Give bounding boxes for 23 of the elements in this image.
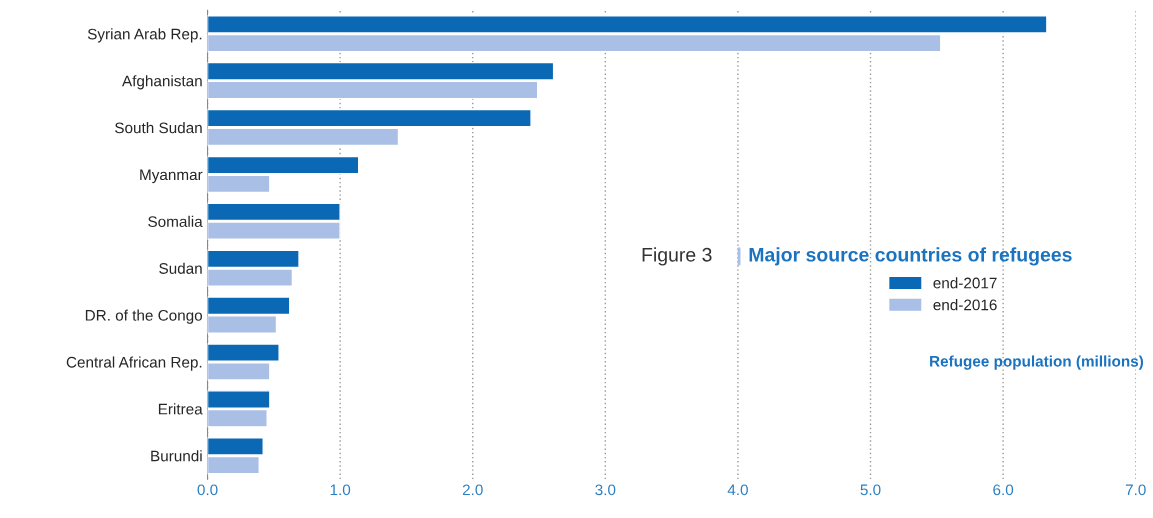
y-tick-label: Somalia <box>148 215 203 227</box>
x-tick-label: 3.0 <box>595 484 616 496</box>
x-tick-label: 4.0 <box>727 484 748 496</box>
y-tick-label: Sudan <box>159 262 202 274</box>
x-tick-label: 1.0 <box>330 484 351 496</box>
y-tick-label: Burundi <box>151 450 202 462</box>
annotation: Refugee population (millions) <box>930 355 1144 370</box>
x-tick-label: 2.0 <box>462 484 483 496</box>
y-tick-label: Eritrea <box>158 403 203 415</box>
x-tick-label: 5.0 <box>860 484 881 496</box>
y-tick-label: DR. of the Congo <box>85 309 203 324</box>
y-tick-label: Central African Rep. <box>66 356 202 371</box>
y-tick-label: Syrian Arab Rep. <box>87 28 202 43</box>
y-tick-label: Afghanistan <box>122 75 202 90</box>
x-tick-label: 6.0 <box>993 484 1014 496</box>
x-tick-label: 7.0 <box>1125 484 1146 496</box>
text: Major source countries of refugees <box>749 247 1072 266</box>
y-tick-label: South Sudan <box>115 122 202 134</box>
text: Figure 3 <box>642 247 712 266</box>
x-tick-label: 0.0 <box>197 484 218 496</box>
legend-label: end-2016 <box>933 299 997 311</box>
y-tick-label: Myanmar <box>140 169 203 184</box>
legend-label: end-2017 <box>933 277 997 289</box>
